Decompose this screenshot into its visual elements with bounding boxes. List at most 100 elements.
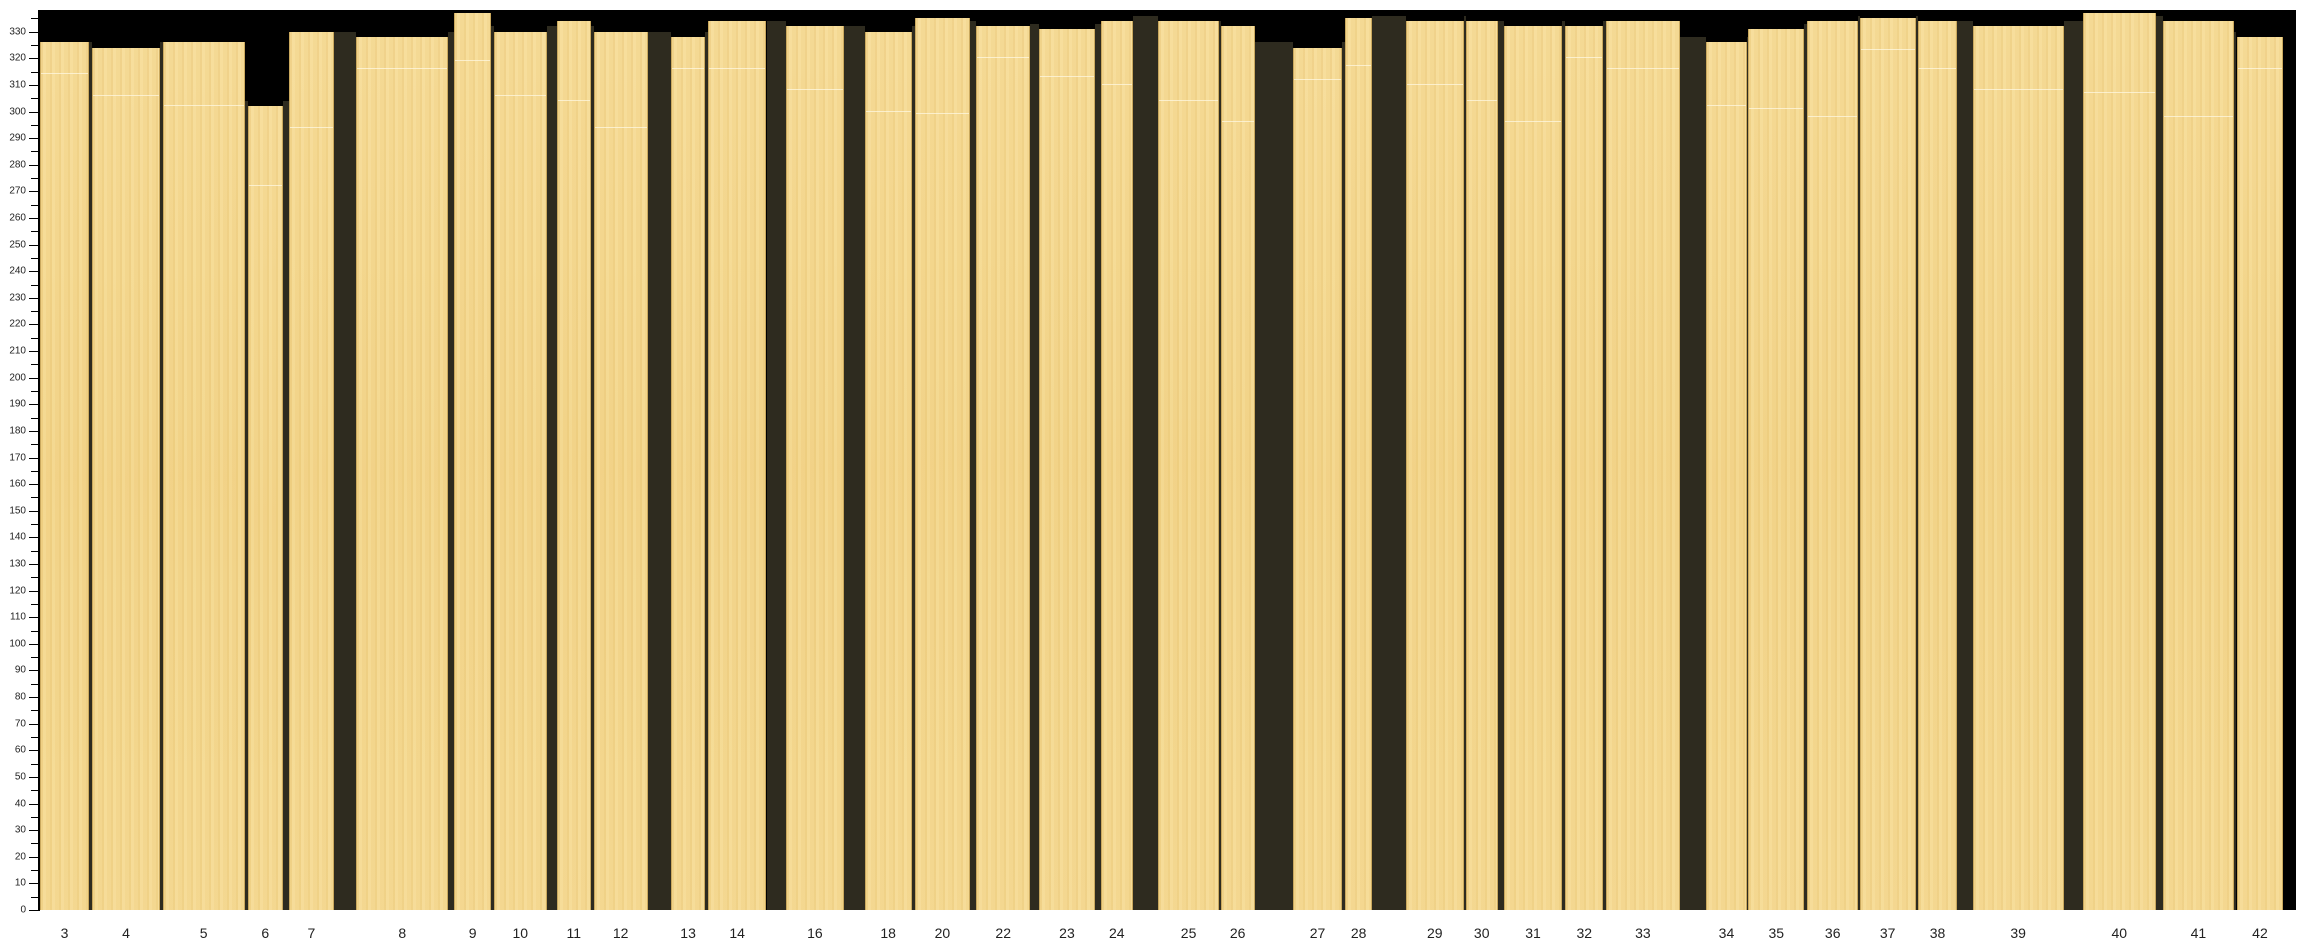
board-seam <box>1101 83 1132 85</box>
board-bar-7 <box>288 31 335 910</box>
x-tick-label: 41 <box>2190 925 2207 941</box>
board-seam <box>1808 115 1858 117</box>
board-bar-22 <box>976 26 1031 910</box>
x-tick-label: 20 <box>934 925 951 941</box>
board-bar-38 <box>1918 21 1957 910</box>
board-bar-24 <box>1100 21 1133 910</box>
y-tick-label: 310 <box>9 79 26 91</box>
board-shadow <box>89 42 93 910</box>
board-shadow <box>2233 31 2237 910</box>
y-minor-tick <box>31 577 39 579</box>
y-major-tick <box>29 484 39 486</box>
x-tick-label: 13 <box>680 925 696 941</box>
board-bar-18 <box>864 31 912 910</box>
x-tick-label: 32 <box>1576 925 1593 941</box>
y-major-tick <box>29 218 39 219</box>
board-shadow <box>159 42 163 910</box>
y-minor-tick <box>31 763 39 765</box>
board-bar-34 <box>1705 42 1747 910</box>
x-tick-label: 40 <box>2111 925 2128 941</box>
board-seam <box>163 105 244 107</box>
board-seam <box>1919 67 1956 69</box>
board-shadow <box>1562 21 1566 910</box>
board-shadow <box>1915 15 1919 910</box>
board-bar-25 <box>1157 21 1220 910</box>
y-major-tick <box>29 643 39 645</box>
board-seam <box>494 94 546 96</box>
board-seam <box>865 110 911 112</box>
board-shadow <box>334 31 357 910</box>
board-seam <box>2083 91 2155 93</box>
y-tick-label: 80 <box>14 691 26 703</box>
y-tick-label: 110 <box>10 611 26 623</box>
board-shadow <box>1858 15 1860 910</box>
y-minor-tick <box>31 683 39 685</box>
board-bar-14 <box>707 21 767 910</box>
x-tick-label: 34 <box>1718 925 1735 941</box>
y-tick-label: 200 <box>9 372 26 384</box>
board-shadow <box>1132 15 1158 910</box>
board-bar-23 <box>1039 29 1095 910</box>
y-major-tick <box>29 111 39 113</box>
board-seam <box>1706 105 1746 107</box>
x-tick-label: 9 <box>468 925 477 941</box>
board-shadow <box>2063 21 2083 910</box>
board-shadow <box>448 31 455 910</box>
board-bar-10 <box>493 31 547 910</box>
board-seam <box>1158 99 1219 101</box>
board-bar-35 <box>1748 29 1805 910</box>
y-tick-label: 280 <box>9 159 26 171</box>
x-tick-label: 37 <box>1879 925 1896 941</box>
y-major-tick <box>29 457 39 459</box>
y-minor-tick <box>31 337 39 339</box>
y-minor-tick <box>31 470 39 472</box>
board-seam <box>248 185 282 187</box>
board-seam <box>2164 115 2233 117</box>
board-shadow <box>1746 37 1749 910</box>
y-minor-tick <box>31 257 39 259</box>
board-bar-32 <box>1565 26 1604 910</box>
x-tick-label: 26 <box>1229 925 1246 941</box>
board-shadow <box>1804 23 1808 910</box>
x-tick-label: 22 <box>995 925 1011 941</box>
y-tick-label: 20 <box>14 851 26 863</box>
y-tick-label: 100 <box>9 638 26 650</box>
board-shadow <box>1497 21 1504 910</box>
y-minor-tick <box>31 204 39 206</box>
y-axis: 0 10 20 30 40 50 60 70 80 90 100 110 120 130 140 150 160… <box>0 0 40 950</box>
y-major-tick <box>29 271 39 273</box>
board-bar-26 <box>1220 26 1255 910</box>
y-minor-tick <box>31 151 39 153</box>
x-tick-label: 7 <box>307 925 316 941</box>
y-tick-label: 320 <box>9 52 26 64</box>
board-seam <box>1293 78 1342 80</box>
y-tick-label: 50 <box>14 771 26 783</box>
board-bar-11 <box>556 21 591 910</box>
x-tick-label: 36 <box>1824 925 1841 941</box>
y-major-tick <box>29 430 39 432</box>
board-seam <box>557 99 590 101</box>
board-bar-20 <box>914 18 971 910</box>
plot-area <box>40 10 2296 910</box>
y-tick-label: 230 <box>9 292 26 304</box>
y-major-tick <box>29 564 39 565</box>
y-tick-label: 70 <box>14 718 26 730</box>
x-tick-label: 4 <box>122 925 130 941</box>
board-shadow <box>244 100 248 910</box>
y-minor-tick <box>31 18 39 20</box>
board-shadow <box>1371 15 1406 910</box>
y-major-tick <box>29 910 39 911</box>
board-bar-28 <box>1345 18 1372 910</box>
y-minor-tick <box>31 497 39 499</box>
board-seam <box>1504 121 1562 123</box>
x-tick-label: 29 <box>1427 925 1443 941</box>
board-seam <box>455 59 490 61</box>
y-tick-label: 30 <box>14 824 26 836</box>
board-seam <box>2237 67 2283 69</box>
x-tick-label: 31 <box>1525 925 1541 941</box>
y-tick-label: 250 <box>9 239 26 251</box>
y-minor-tick <box>31 311 39 313</box>
x-tick-label: 16 <box>807 925 823 941</box>
board-seam <box>1406 83 1464 85</box>
board-bar-37 <box>1859 18 1916 910</box>
